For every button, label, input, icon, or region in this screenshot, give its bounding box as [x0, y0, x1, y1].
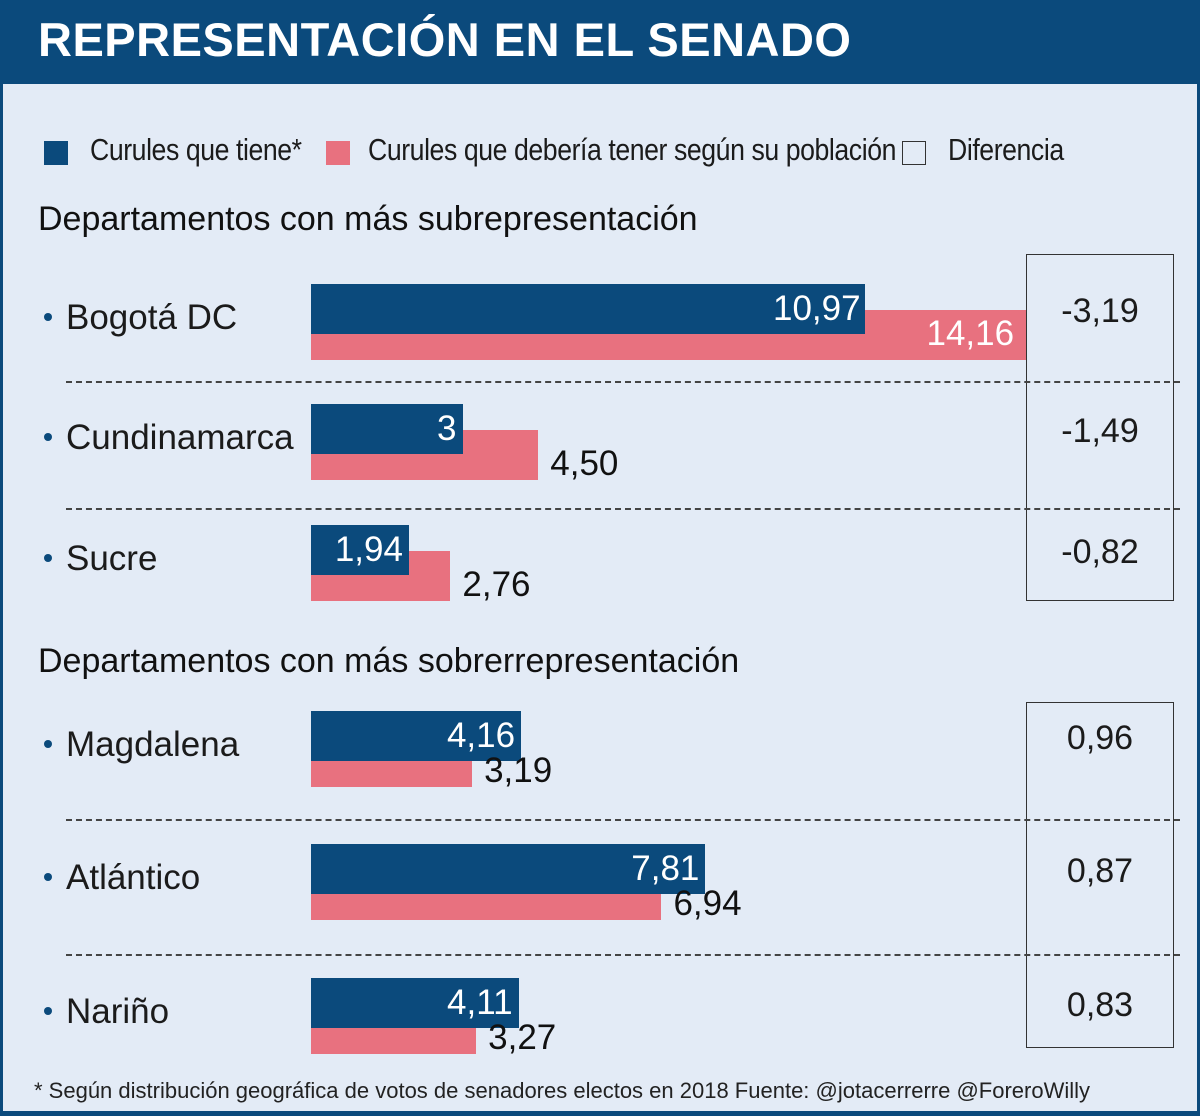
value-label-current: 4,11	[447, 983, 513, 1022]
bar-current	[311, 711, 522, 761]
difference-value: 0,83	[1066, 986, 1134, 1024]
difference-value: -0,82	[1061, 533, 1139, 571]
row-divider	[66, 819, 1180, 821]
bar-current	[311, 284, 865, 334]
row-label: Sucre	[44, 539, 157, 579]
row-label: Atlántico	[44, 858, 200, 898]
chart-title: REPRESENTACIÓN EN EL SENADO	[38, 13, 852, 66]
row-divider	[66, 954, 1180, 956]
legend-label-current: Curules que tiene*	[90, 132, 302, 167]
bar-current	[311, 978, 519, 1028]
value-label-current: 1,94	[334, 530, 403, 569]
frame-right	[1197, 84, 1200, 1112]
bar-current	[311, 525, 409, 575]
footnote: * Según distribución geográfica de votos…	[34, 1078, 1091, 1103]
legend-swatch-difference	[902, 141, 926, 165]
legend-swatch-expected	[326, 141, 350, 165]
bullet-icon	[44, 312, 52, 321]
frame-bottom	[0, 1111, 1200, 1116]
section-title: Departamentos con más subrepresentación	[38, 200, 698, 238]
value-label-expected: 4,50	[550, 444, 619, 483]
category-label: Cundinamarca	[66, 418, 294, 457]
bullet-icon	[44, 872, 52, 881]
difference-box	[1026, 254, 1174, 601]
difference-value: -1,49	[1061, 412, 1139, 450]
row-label: Cundinamarca	[44, 418, 294, 458]
bullet-icon	[44, 432, 52, 441]
value-label-current: 7,81	[631, 849, 700, 888]
legend-label-difference: Diferencia	[948, 132, 1064, 167]
value-label-current: 10,97	[772, 289, 861, 328]
bullet-icon	[44, 1006, 52, 1015]
category-label: Bogotá DC	[66, 298, 238, 337]
legend-swatch-current	[44, 141, 68, 165]
row-divider	[66, 381, 1180, 383]
value-label-expected: 3,27	[488, 1018, 557, 1057]
row-label: Bogotá DC	[44, 298, 237, 338]
value-label-expected: 6,94	[673, 884, 742, 923]
bar-current	[311, 404, 463, 454]
category-label: Magdalena	[66, 725, 240, 764]
difference-value: -3,19	[1061, 292, 1139, 330]
row-label: Nariño	[44, 992, 169, 1032]
difference-value: 0,96	[1066, 719, 1134, 757]
category-label: Atlántico	[66, 858, 201, 897]
header-bar: REPRESENTACIÓN EN EL SENADO	[0, 0, 1200, 84]
row-divider	[66, 508, 1180, 510]
category-label: Nariño	[66, 992, 170, 1031]
value-label-expected: 2,76	[462, 565, 531, 604]
category-label: Sucre	[66, 539, 158, 578]
frame-left	[0, 84, 3, 1112]
value-label-current: 4,16	[446, 716, 516, 755]
difference-value: 0,87	[1066, 852, 1134, 890]
bullet-icon	[44, 739, 52, 748]
section-title: Departamentos con más sobrerrepresentaci…	[38, 642, 740, 680]
bullet-icon	[44, 553, 52, 562]
value-label-expected: 14,16	[926, 314, 1015, 353]
bar-current	[311, 844, 706, 894]
row-label: Magdalena	[44, 725, 239, 765]
value-label-current: 3	[437, 409, 457, 448]
legend-label-expected: Curules que debería tener según su pobla…	[368, 132, 896, 167]
difference-box	[1026, 702, 1174, 1048]
value-label-expected: 3,19	[484, 751, 553, 790]
